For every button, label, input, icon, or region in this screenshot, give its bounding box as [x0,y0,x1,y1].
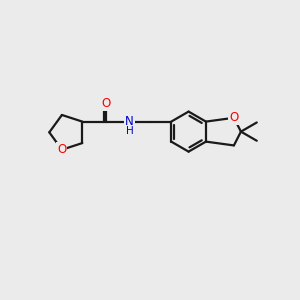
Text: O: O [57,143,67,156]
Text: H: H [126,126,134,136]
Text: O: O [102,97,111,110]
Text: N: N [125,115,134,128]
Text: O: O [229,111,239,124]
